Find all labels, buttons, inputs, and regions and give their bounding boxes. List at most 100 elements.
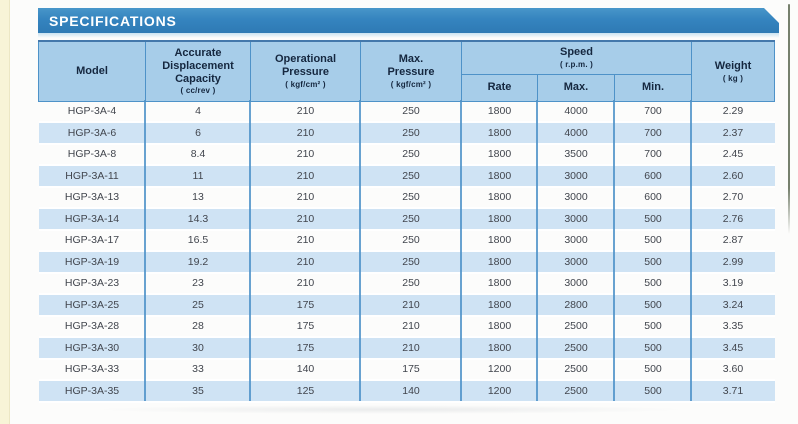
cell-weight: 2.99 <box>691 251 775 274</box>
cell-speed-min: 500 <box>614 337 692 360</box>
cell-weight: 2.60 <box>691 165 775 188</box>
col-header-speed-min: Min. <box>613 73 693 102</box>
cell-capacity: 23 <box>145 272 251 295</box>
col-header-speed-unit: ( r.p.m. ) <box>559 60 594 70</box>
grid-line-4 <box>460 100 462 401</box>
specifications-banner-title: SPECIFICATIONS <box>49 12 177 29</box>
cell-speed-min: 500 <box>614 272 692 295</box>
table-row: HGP-3A-28 28 175 210 1800 2500 500 3.35 <box>38 315 775 338</box>
col-header-speed-label: Speed <box>560 46 594 59</box>
cell-speed-min: 600 <box>614 186 692 209</box>
cell-operational-pressure: 210 <box>250 229 361 252</box>
cell-model: HGP-3A-11 <box>38 165 146 188</box>
col-header-weight-label: Weight <box>714 59 752 72</box>
cell-model: HGP-3A-17 <box>38 229 146 252</box>
cell-operational-pressure: 210 <box>250 272 361 295</box>
cell-speed-max: 3500 <box>537 143 615 166</box>
cell-speed-max: 2500 <box>537 337 615 360</box>
cell-max-pressure: 250 <box>360 165 462 188</box>
cell-speed-min: 700 <box>614 101 692 123</box>
cell-max-pressure: 250 <box>360 122 462 145</box>
col-header-speed-max-label: Max. <box>563 81 589 94</box>
grid-line-2 <box>249 100 251 401</box>
cell-speed-min: 500 <box>614 294 692 317</box>
cell-speed-rate: 1200 <box>461 380 538 403</box>
cell-max-pressure: 250 <box>360 143 462 166</box>
grid-line-5 <box>536 100 538 401</box>
cell-speed-max: 2500 <box>537 380 615 403</box>
cell-speed-max: 4000 <box>537 101 615 123</box>
table-row: HGP-3A-25 25 175 210 1800 2800 500 3.24 <box>38 294 775 317</box>
table-row: HGP-3A-4 4 210 250 1800 4000 700 2.29 <box>38 101 775 123</box>
specifications-banner: SPECIFICATIONS <box>38 8 779 33</box>
col-header-operational-pressure-unit: ( kgf/cm² ) <box>285 80 326 89</box>
page-left-stripe <box>0 0 10 424</box>
cell-operational-pressure: 175 <box>250 294 361 317</box>
cell-model: HGP-3A-30 <box>38 337 146 360</box>
col-header-weight-unit: ( kg ) <box>722 73 744 83</box>
table-body: HGP-3A-4 4 210 250 1800 4000 700 2.29 HGP-3A-6 6 2… <box>38 101 775 403</box>
table-row: HGP-3A-17 16.5 210 250 1800 3000 500 2.87 <box>38 229 775 252</box>
cell-speed-min: 500 <box>614 229 692 252</box>
cell-max-pressure: 250 <box>360 208 462 231</box>
cell-operational-pressure: 210 <box>250 186 361 209</box>
col-header-max-pressure: Max. Pressure ( kgf/cm² ) <box>360 40 462 102</box>
cell-weight: 2.37 <box>691 122 775 145</box>
col-header-max-pressure-unit: ( kgf/cm² ) <box>390 80 432 89</box>
cell-speed-min: 500 <box>614 315 692 338</box>
col-header-speed-rate-label: Rate <box>487 81 512 94</box>
cell-speed-rate: 1800 <box>461 251 538 274</box>
cell-model: HGP-3A-33 <box>38 358 146 381</box>
cell-speed-max: 3000 <box>537 272 615 295</box>
cell-weight: 2.87 <box>691 229 775 252</box>
cell-weight: 3.24 <box>691 294 775 317</box>
cell-speed-rate: 1800 <box>461 208 538 231</box>
cell-weight: 2.70 <box>691 186 775 209</box>
cell-capacity: 6 <box>145 122 251 145</box>
cell-speed-min: 700 <box>614 143 692 166</box>
cell-max-pressure: 210 <box>360 294 462 317</box>
banner-glow <box>38 33 779 38</box>
cell-speed-max: 2500 <box>537 315 615 338</box>
cell-max-pressure: 250 <box>360 229 462 252</box>
cell-operational-pressure: 210 <box>250 122 361 145</box>
cell-max-pressure: 210 <box>360 337 462 360</box>
cell-speed-min: 700 <box>614 122 692 145</box>
col-header-operational-pressure: Operational Pressure ( kgf/cm² ) <box>250 40 361 102</box>
cell-speed-rate: 1800 <box>461 186 538 209</box>
cell-capacity: 25 <box>145 294 251 317</box>
cell-weight: 3.45 <box>691 337 775 360</box>
table-row: HGP-3A-13 13 210 250 1800 3000 600 2.70 <box>38 186 775 209</box>
cell-speed-min: 600 <box>614 165 692 188</box>
col-header-speed-max: Max. <box>537 73 615 102</box>
page-edge-line <box>788 4 790 234</box>
grid-line-3 <box>359 100 361 401</box>
cell-capacity: 28 <box>145 315 251 338</box>
cell-max-pressure: 250 <box>360 251 462 274</box>
col-header-model-label: Model <box>76 64 108 77</box>
cell-weight: 3.19 <box>691 272 775 295</box>
col-header-max-pressure-label: Max. Pressure <box>387 53 435 79</box>
cell-weight: 3.35 <box>691 315 775 338</box>
cell-capacity: 30 <box>145 337 251 360</box>
cell-speed-max: 3000 <box>537 229 615 252</box>
cell-max-pressure: 250 <box>360 101 462 123</box>
spec-table: Model Accurate Displacement Capacity ( c… <box>38 40 776 403</box>
cell-speed-rate: 1800 <box>461 165 538 188</box>
cell-capacity: 35 <box>145 380 251 403</box>
cell-speed-min: 500 <box>614 358 692 381</box>
cell-operational-pressure: 210 <box>250 143 361 166</box>
col-header-capacity: Accurate Displacement Capacity ( cc/rev … <box>145 40 251 102</box>
cell-operational-pressure: 210 <box>250 101 361 123</box>
cell-capacity: 14.3 <box>145 208 251 231</box>
specifications-table: Model Accurate Displacement Capacity ( c… <box>38 40 776 403</box>
cell-speed-rate: 1800 <box>461 337 538 360</box>
cell-speed-rate: 1800 <box>461 294 538 317</box>
table-row: HGP-3A-33 33 140 175 1200 2500 500 3.60 <box>38 358 775 381</box>
cell-speed-rate: 1800 <box>461 101 538 123</box>
cell-capacity: 11 <box>145 165 251 188</box>
cell-speed-rate: 1800 <box>461 122 538 145</box>
cell-speed-min: 500 <box>614 251 692 274</box>
col-header-speed-group: Speed ( r.p.m. ) <box>460 40 693 75</box>
table-row: HGP-3A-30 30 175 210 1800 2500 500 3.45 <box>38 337 775 360</box>
